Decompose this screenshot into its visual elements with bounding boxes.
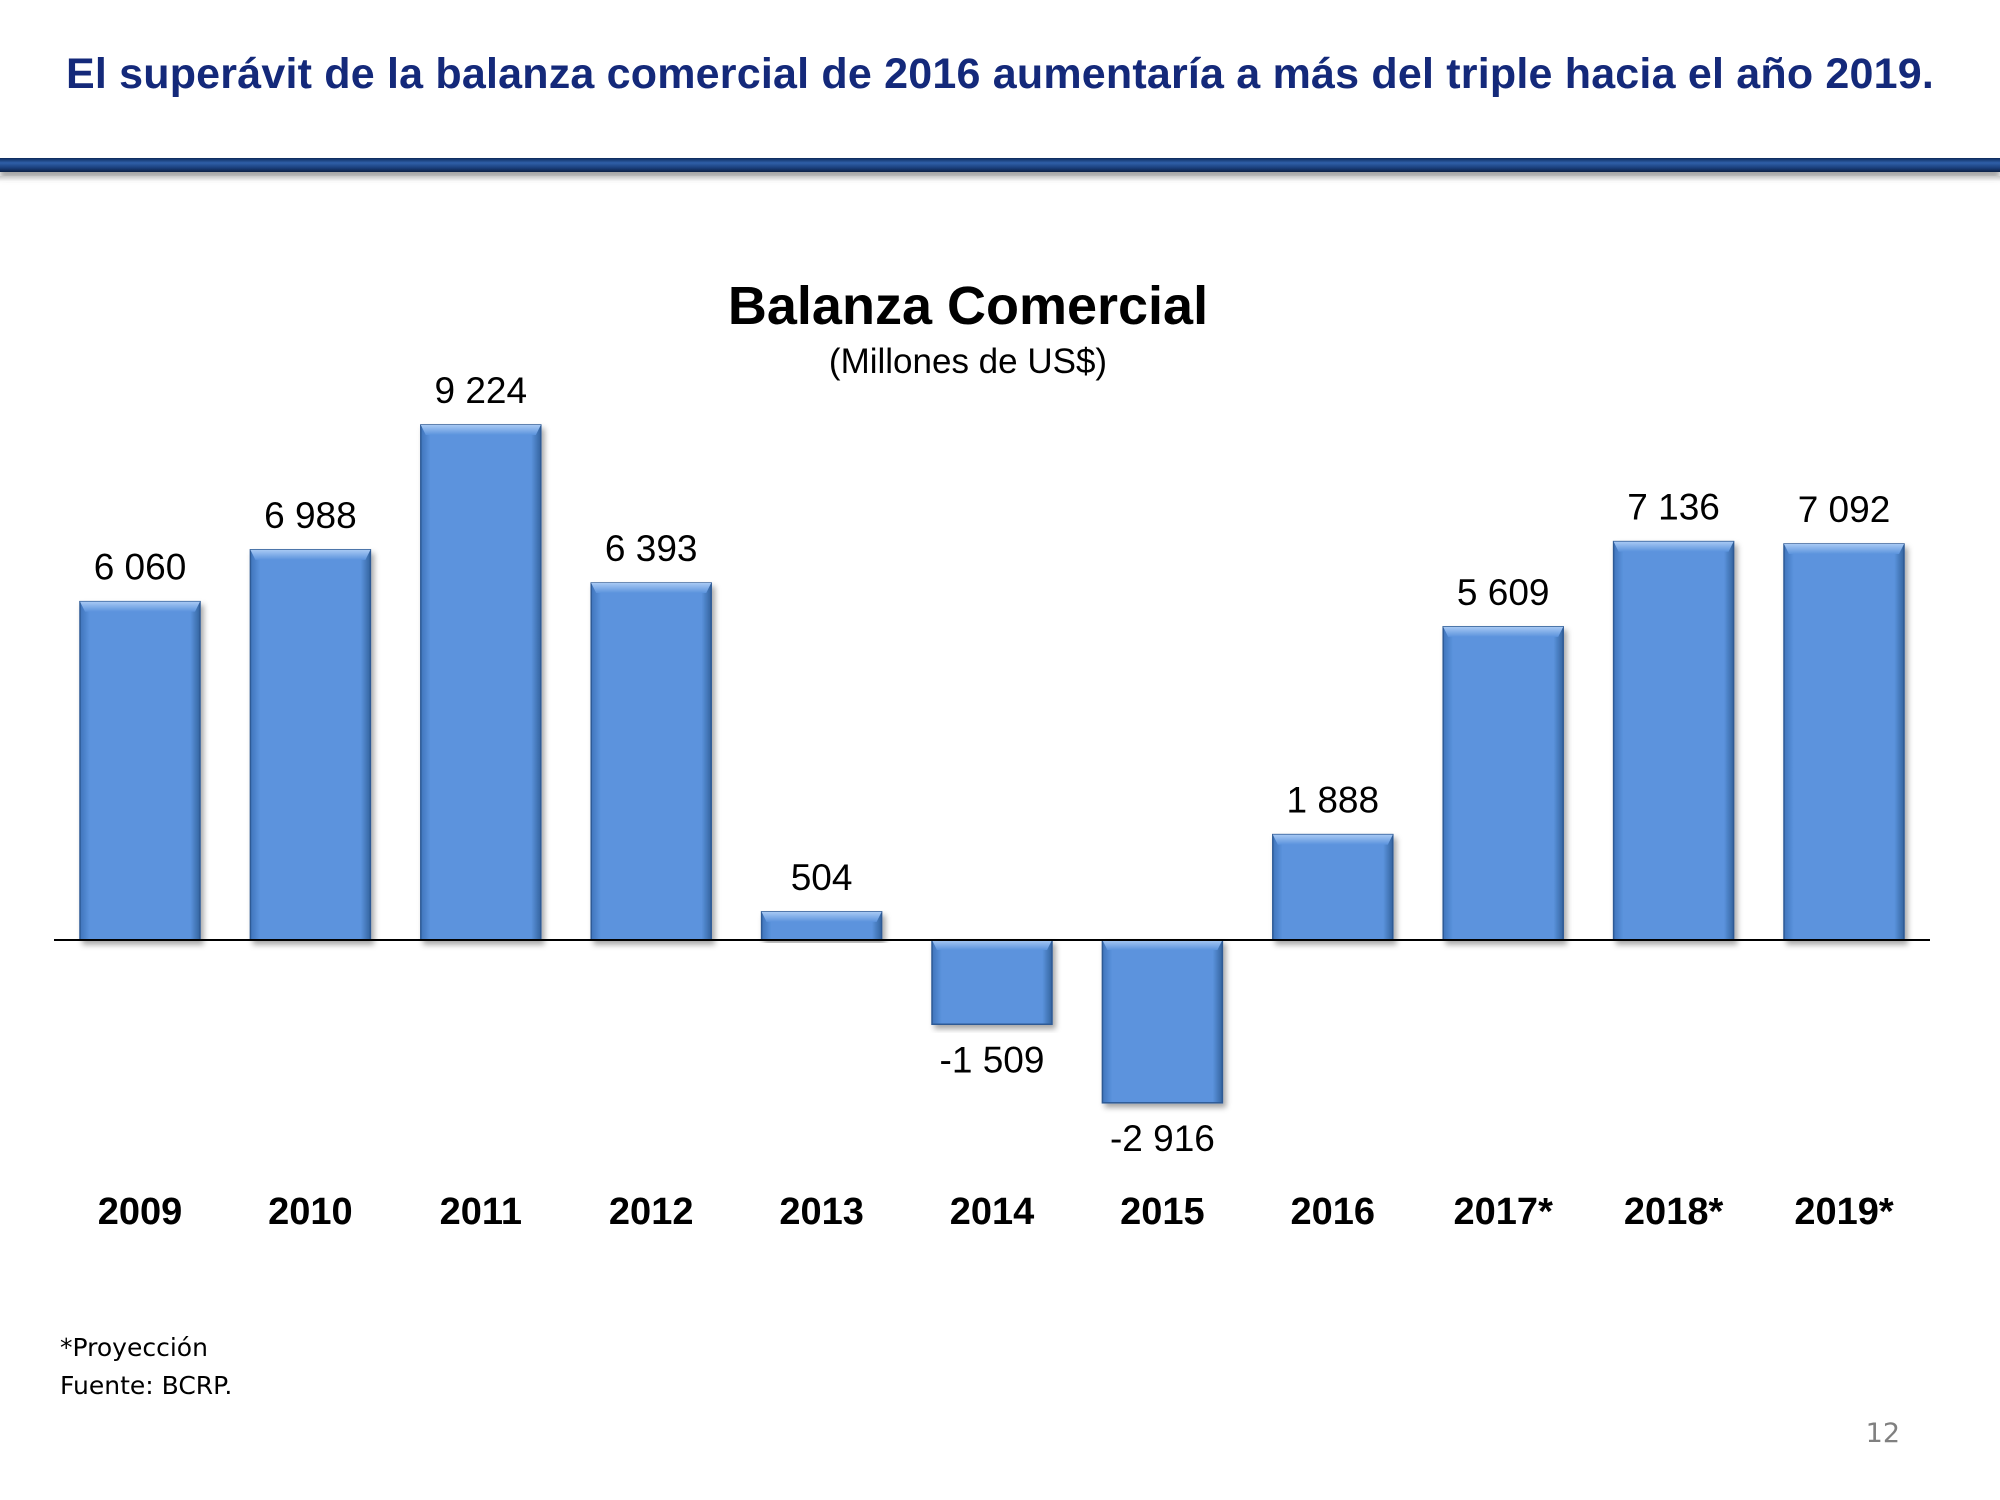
bar-bevel (1102, 940, 1223, 950)
category-label-2012: 2012 (609, 1191, 694, 1233)
bars-layer (79, 424, 1905, 1104)
data-label-2018: 7 136 (1627, 487, 1720, 528)
bar-bevel (420, 425, 541, 435)
category-label-2009: 2009 (98, 1191, 183, 1233)
title-rule (0, 158, 2000, 172)
bar-2013 (760, 911, 883, 941)
category-label-2018: 2018* (1624, 1191, 1724, 1233)
slide-title: El superávit de la balanza comercial de … (65, 50, 1935, 98)
page-number: 12 (1865, 1418, 1900, 1449)
data-label-2012: 6 393 (605, 528, 698, 569)
data-label-2014: -1 509 (940, 1039, 1045, 1080)
bar-2012 (590, 582, 712, 941)
bar-2019 (1783, 543, 1905, 941)
data-label-2009: 6 060 (94, 547, 187, 588)
data-label-2013: 504 (791, 857, 853, 898)
bar-bevel (1272, 834, 1393, 845)
bar-bevel (250, 549, 371, 560)
category-label-2010: 2010 (268, 1191, 353, 1233)
category-label-2017: 2017* (1454, 1191, 1554, 1233)
bar-2018 (1612, 540, 1735, 941)
bar-bevel (1613, 541, 1734, 552)
data-label-2011: 9 224 (435, 370, 528, 411)
projection-footnote: *Proyección (60, 1333, 208, 1362)
bar-bevel (1443, 626, 1564, 637)
chart-subtitle: (Millones de US$) (828, 342, 1108, 381)
source-note: Fuente: BCRP. (60, 1371, 233, 1400)
bar-bevel (761, 911, 882, 922)
bar-2009 (79, 600, 201, 941)
bar-2011 (420, 424, 542, 941)
bar-2017 (1442, 626, 1564, 941)
bar-2016 (1272, 833, 1394, 941)
bar-2014 (931, 939, 1053, 1026)
category-label-2013: 2013 (779, 1191, 864, 1233)
bar-bevel (932, 940, 1052, 950)
data-label-2015: -2 916 (1110, 1118, 1215, 1159)
data-label-2010: 6 988 (264, 495, 357, 536)
data-label-2017: 5 609 (1457, 572, 1550, 613)
category-label-2019: 2019* (1794, 1191, 1894, 1233)
category-label-2015: 2015 (1120, 1191, 1205, 1233)
bar-bevel (1784, 544, 1904, 555)
bar-2010 (249, 549, 372, 941)
bar-bevel (591, 583, 712, 594)
title-rule-shadow (0, 176, 2000, 182)
category-label-2011: 2011 (440, 1191, 522, 1233)
bar-2015 (1101, 939, 1224, 1104)
data-label-2019: 7 092 (1798, 489, 1891, 530)
data-label-2016: 1 888 (1287, 780, 1380, 821)
category-label-2014: 2014 (950, 1191, 1035, 1233)
category-label-2016: 2016 (1291, 1191, 1376, 1233)
bar-bevel (80, 601, 200, 612)
labels-layer: 6 060 2009 6 988 2010 9 224 2011 6 393 2012 504 2… (94, 370, 1894, 1233)
chart-title: Balanza Comercial (727, 276, 1209, 336)
